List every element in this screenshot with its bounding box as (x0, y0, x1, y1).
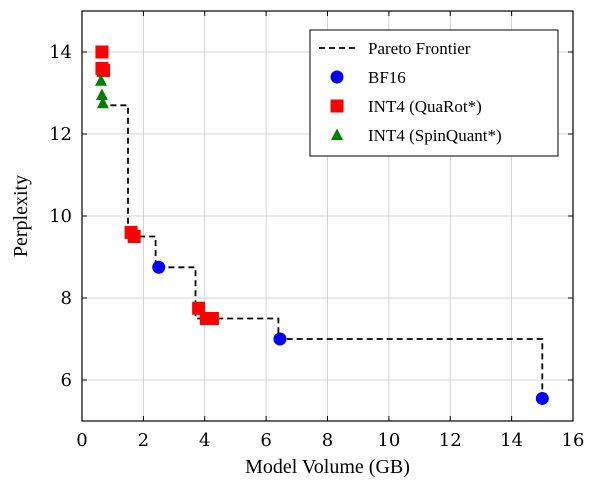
legend-entry-label: INT4 (QuaRot*) (368, 97, 482, 116)
legend-entry-label: Pareto Frontier (368, 39, 471, 58)
int4-spinquant-point (95, 88, 108, 101)
data-marks (95, 45, 549, 405)
y-tick-label: 14 (49, 42, 72, 63)
legend-swatch (331, 128, 343, 140)
x-tick-label: 0 (76, 430, 87, 451)
bf16-point (535, 391, 549, 405)
int4-quarot-point (127, 230, 141, 243)
y-tick-label: 10 (49, 206, 72, 227)
legend-swatch (330, 99, 344, 113)
pareto-frontier-line (100, 104, 544, 399)
x-tick-label: 14 (500, 430, 523, 451)
y-axis-label: Perplexity (10, 175, 32, 257)
int4-spinquant-point (95, 74, 108, 86)
y-tick-label: 8 (61, 288, 72, 309)
legend: Pareto Frontier BF16 INT4 (QuaRot*) INT4 (S… (309, 29, 559, 157)
int4-spinquant-point (96, 96, 109, 109)
bf16-point (273, 332, 287, 346)
int4-quarot-point (205, 312, 219, 325)
y-tick-label: 6 (61, 370, 72, 391)
x-tick-label: 12 (439, 430, 462, 451)
int4-quarot-point (96, 63, 110, 77)
pareto-frontier-series (100, 104, 544, 399)
int4-quarot-point (192, 301, 206, 315)
legend-swatch (330, 70, 344, 84)
legend-entry-label: BF16 (368, 68, 406, 87)
x-tick-label: 10 (377, 430, 400, 451)
x-axis-label: Model Volume (GB) (245, 456, 410, 478)
y-tick-label: 12 (49, 124, 72, 145)
x-tick-label: 8 (322, 430, 333, 451)
x-tick-label: 6 (260, 430, 271, 451)
bf16-point (152, 260, 166, 274)
x-axis-ticks: 0 2 4 6 8 10 12 14 16 (76, 11, 584, 451)
int4-quarot-point (95, 45, 109, 59)
x-tick-label: 2 (138, 430, 149, 451)
x-tick-label: 4 (199, 430, 210, 451)
legend-entry-label: INT4 (SpinQuant*) (368, 126, 502, 145)
legend-box (309, 29, 559, 157)
x-tick-label: 16 (562, 430, 585, 451)
y-axis-ticks: 6 8 10 12 14 (49, 42, 573, 391)
